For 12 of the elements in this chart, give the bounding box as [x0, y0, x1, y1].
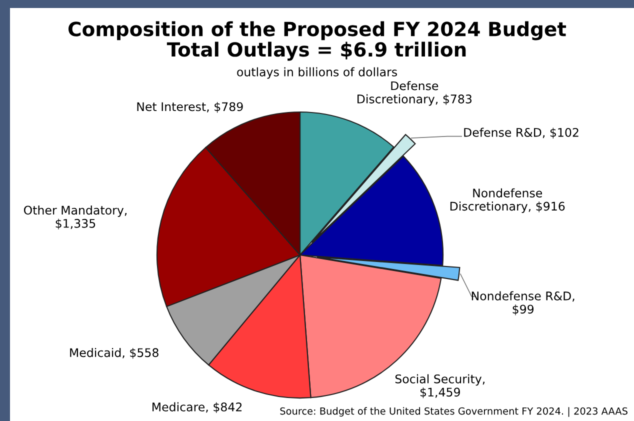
slice-label: Defense Discretionary, $783 — [358, 81, 472, 106]
slice-label: Nondefense Discretionary, $916 — [450, 188, 565, 213]
slice-label: Defense R&D, $102 — [464, 128, 578, 138]
chart-title: Composition of the Proposed FY 2024 Budget Total Outlays = $6.9 trillion — [68, 21, 566, 61]
slice-label: Other Mandatory, $1,335 — [24, 205, 127, 230]
slice-label: Medicare, $842 — [152, 402, 242, 414]
source-note: Source: Budget of the United States Government FY 2024. | 2023 AAAS — [280, 407, 628, 417]
slice-label: Medicaid, $558 — [70, 348, 158, 359]
chart-subtitle: outlays in billions of dollars — [237, 67, 397, 79]
slice-label: Net Interest, $789 — [137, 102, 243, 113]
slice-label: Nondefense R&D, $99 — [472, 291, 574, 316]
slice-label: Social Security, $1,459 — [395, 374, 484, 398]
